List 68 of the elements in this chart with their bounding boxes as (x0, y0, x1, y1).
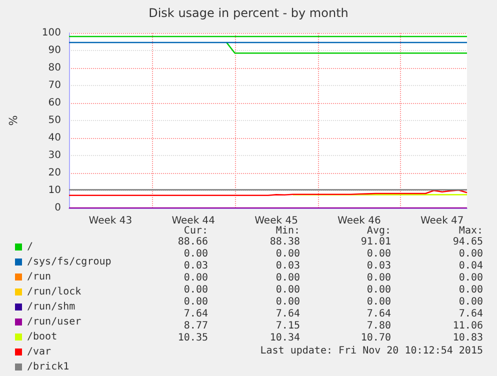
x-tick-label: Week 46 (338, 216, 381, 226)
text: 0.00 (184, 296, 208, 308)
y-tick-label: 100 (42, 28, 61, 38)
y-tick-label: 90 (48, 45, 61, 56)
text: 0.00 (458, 284, 483, 296)
x-tick-label: Week 43 (88, 216, 132, 226)
text: 0.00 (276, 248, 300, 260)
text: 0.03 (276, 260, 300, 272)
legend-label: / (27, 242, 34, 252)
text: 7.64 (366, 308, 391, 320)
text: 0.00 (184, 248, 208, 260)
text: 0.04 (458, 260, 483, 272)
legend-label: /run/lock (27, 286, 82, 298)
y-tick-label: 40 (48, 132, 61, 144)
y-tick-label: 80 (48, 62, 61, 74)
legend-label: /brick1 (27, 362, 70, 372)
text: 7.64 (184, 308, 208, 320)
text: 88.66 (178, 236, 208, 248)
x-tick-label: Week 45 (254, 216, 298, 226)
text: 10.34 (270, 332, 300, 344)
text: 91.01 (360, 236, 391, 248)
text: 0.00 (184, 284, 208, 296)
text: 0.00 (276, 272, 300, 284)
text: Max: (458, 226, 484, 236)
y-tick-label: 30 (48, 150, 61, 161)
text: 7.64 (458, 308, 483, 320)
text: 10.35 (178, 332, 208, 344)
chart-title: Disk usage in percent - by month (148, 6, 348, 20)
text: 10.70 (360, 332, 391, 344)
text: 0.00 (458, 272, 483, 284)
text: 94.65 (452, 236, 483, 248)
y-axis-title: % (7, 115, 20, 126)
text: 0.00 (458, 248, 483, 260)
legend-label: /sys/fs/cgroup (27, 256, 112, 268)
text: 0.00 (276, 284, 300, 296)
text: 0.00 (366, 272, 391, 284)
text: 0.03 (366, 260, 391, 272)
text: Last update: Fri Nov 20 10:12:54 2015 (260, 346, 483, 356)
legend-label: /run (27, 272, 52, 282)
y-tick-label: 10 (48, 185, 61, 196)
text: 0.00 (276, 296, 300, 308)
text: 10.83 (452, 332, 483, 344)
text: 7.15 (276, 320, 300, 332)
text: 0.00 (458, 296, 483, 308)
text: 0.03 (184, 260, 208, 272)
text: 0.00 (366, 284, 391, 296)
y-tick-label: 20 (48, 168, 61, 178)
text: Cur: (184, 226, 208, 236)
text: 7.80 (366, 320, 391, 332)
text: 0.00 (366, 296, 391, 308)
text: 8.77 (184, 320, 208, 332)
text: 88.38 (270, 236, 300, 248)
legend-label: /run/user (27, 316, 82, 328)
legend-label: /boot (27, 332, 58, 342)
text: 0.00 (366, 248, 391, 260)
text: Avg: (366, 226, 392, 236)
y-tick-label: 70 (48, 80, 61, 91)
text: Min: (276, 226, 300, 236)
x-tick-label: Week 47 (420, 216, 464, 226)
text: 11.06 (452, 320, 483, 332)
text: 0.00 (184, 272, 208, 284)
legend-label: /run/shm (27, 302, 76, 312)
y-tick-label: 60 (48, 98, 61, 108)
x-tick-label: Week 44 (172, 216, 216, 226)
y-tick-label: 50 (48, 115, 61, 126)
text: 7.64 (276, 308, 300, 320)
y-tick-label: 0 (54, 202, 61, 214)
legend-label: /var (27, 346, 52, 358)
